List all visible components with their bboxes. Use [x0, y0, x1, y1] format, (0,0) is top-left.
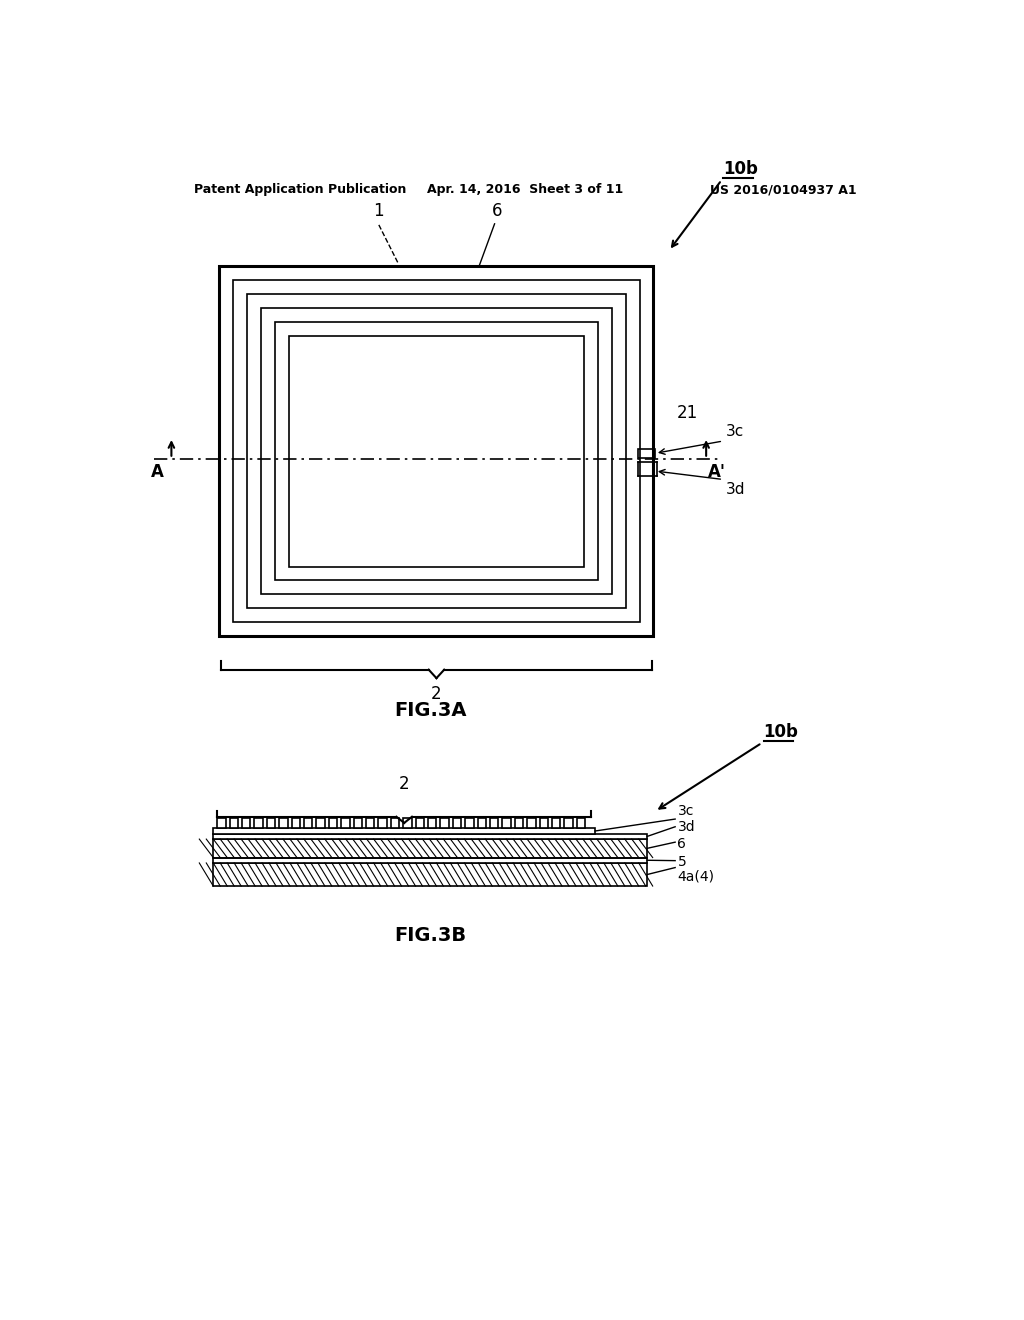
Bar	[416, 817, 424, 829]
Bar	[540, 817, 548, 829]
Bar	[289, 335, 584, 566]
Text: Apr. 14, 2016  Sheet 3 of 11: Apr. 14, 2016 Sheet 3 of 11	[427, 183, 623, 197]
Bar	[248, 294, 626, 609]
Bar	[503, 817, 511, 829]
Bar	[515, 817, 523, 829]
Text: 5: 5	[678, 855, 686, 869]
Bar	[266, 817, 275, 829]
Bar	[213, 863, 647, 886]
Bar	[453, 817, 461, 829]
Bar	[213, 834, 647, 840]
Bar	[254, 817, 263, 829]
Bar	[316, 817, 325, 829]
Bar	[465, 817, 474, 829]
Text: 6: 6	[492, 202, 502, 220]
Bar	[391, 817, 399, 829]
Bar	[261, 308, 611, 594]
Text: FIG.3A: FIG.3A	[394, 701, 467, 721]
Text: 4a(4): 4a(4)	[678, 869, 715, 883]
Bar	[577, 817, 586, 829]
Text: 21: 21	[677, 404, 698, 421]
Bar	[440, 817, 449, 829]
Bar	[341, 817, 349, 829]
Text: 3c: 3c	[726, 424, 744, 438]
Text: 3d: 3d	[678, 820, 695, 834]
Bar	[564, 817, 572, 829]
Text: 10b: 10b	[764, 722, 799, 741]
Bar	[428, 817, 436, 829]
Bar	[213, 829, 595, 834]
Bar	[329, 817, 337, 829]
Bar	[477, 817, 486, 829]
Bar	[489, 817, 499, 829]
Bar	[638, 449, 655, 458]
Text: 2: 2	[431, 685, 441, 704]
Text: US 2016/0104937 A1: US 2016/0104937 A1	[710, 183, 856, 197]
Text: A: A	[151, 462, 164, 480]
Text: 2: 2	[399, 775, 410, 793]
Text: 1: 1	[373, 202, 384, 220]
Bar	[378, 817, 387, 829]
Text: 3c: 3c	[678, 804, 694, 817]
Bar	[527, 817, 536, 829]
Text: 10b: 10b	[723, 160, 758, 178]
Bar	[229, 817, 238, 829]
Bar	[366, 817, 375, 829]
Bar	[213, 858, 647, 863]
Bar	[217, 817, 225, 829]
Text: Patent Application Publication: Patent Application Publication	[194, 183, 407, 197]
Bar	[552, 817, 560, 829]
Text: FIG.3B: FIG.3B	[394, 927, 466, 945]
Bar	[275, 322, 598, 581]
Bar	[219, 267, 653, 636]
Bar	[233, 280, 640, 622]
Text: 6: 6	[678, 837, 686, 850]
Text: 3d: 3d	[726, 482, 745, 496]
Bar	[292, 817, 300, 829]
Bar	[280, 817, 288, 829]
Text: A': A'	[708, 462, 726, 480]
Bar	[213, 840, 647, 858]
Bar	[353, 817, 362, 829]
Bar	[403, 817, 412, 829]
Bar	[304, 817, 312, 829]
Bar	[242, 817, 251, 829]
